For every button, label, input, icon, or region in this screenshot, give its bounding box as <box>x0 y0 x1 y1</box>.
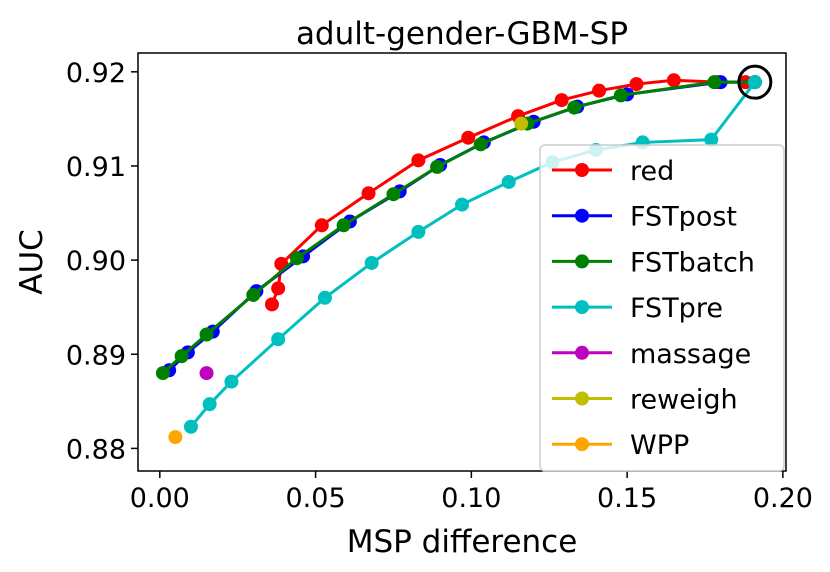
data-point-fstpre <box>224 374 239 389</box>
highlight-circle <box>737 64 773 100</box>
data-point-red <box>666 73 681 88</box>
data-point-fstpre <box>317 290 332 305</box>
y-tick-label: 0.89 <box>66 340 126 371</box>
legend-label-wpp: WPP <box>630 430 689 461</box>
data-point-fstbatch <box>199 327 214 342</box>
data-point-fstbatch <box>289 251 304 266</box>
data-point-fstbatch <box>246 287 261 302</box>
x-axis: 0.00 0.05 0.10 0.15 0.20 <box>130 471 813 514</box>
y-tick-label: 0.92 <box>66 58 126 89</box>
data-point-fstpre <box>501 174 516 189</box>
data-point-fstbatch <box>336 218 351 233</box>
legend-marker-massage <box>575 345 589 360</box>
legend-label-reweigh: reweigh <box>630 385 738 416</box>
y-axis: 0.88 0.89 0.90 0.91 0.92 <box>66 58 138 465</box>
data-point-red <box>264 297 279 312</box>
legend-marker-fstpre <box>575 300 589 315</box>
data-point-fstpre <box>704 132 719 147</box>
data-point-red <box>592 83 607 98</box>
data-point-fstbatch <box>707 75 722 90</box>
data-point-fstpre <box>202 397 217 412</box>
y-tick-label: 0.90 <box>66 246 126 277</box>
x-tick-label: 0.20 <box>753 483 813 514</box>
data-point-reweigh <box>514 116 529 131</box>
data-point-fstpre <box>364 255 379 270</box>
y-tick-label: 0.91 <box>66 152 126 183</box>
data-point-red <box>314 218 329 233</box>
series-wpp <box>168 430 183 445</box>
data-point-wpp <box>168 430 183 445</box>
data-point-fstbatch <box>430 159 445 174</box>
x-tick-label: 0.10 <box>441 483 501 514</box>
data-point-red <box>271 281 286 296</box>
legend-label-fstpre: FSTpre <box>630 293 723 324</box>
series-massage <box>199 366 214 381</box>
legend-marker-fstpost <box>575 208 589 223</box>
legend-marker-wpp <box>575 437 589 452</box>
series-line-fstbatch <box>161 80 755 375</box>
series-fstbatch <box>155 75 762 381</box>
plot-frame <box>137 52 787 472</box>
series-reweigh <box>514 116 529 131</box>
x-tick-label: 0.05 <box>286 483 346 514</box>
data-point-fstpre <box>271 332 286 347</box>
legend-marker-fstbatch <box>575 254 589 269</box>
chart-title: adult-gender-GBM-SP <box>296 16 628 52</box>
legend-label-red: red <box>630 156 674 187</box>
data-point-fstbatch <box>473 137 488 152</box>
series-line-fstpre <box>189 81 757 428</box>
legend-label-massage: massage <box>630 339 751 370</box>
legend-marker-red <box>575 163 589 177</box>
data-point-fstbatch <box>155 366 170 381</box>
x-axis-label: MSP difference <box>347 524 578 560</box>
data-point-red <box>461 130 476 145</box>
legend-label-fstbatch: FSTbatch <box>630 247 755 278</box>
data-point-red <box>411 153 426 168</box>
legend: red FSTpost FSTbatch FSTpre massage reweigh WP… <box>539 144 785 472</box>
x-tick-label: 0.15 <box>597 483 657 514</box>
data-point-fstpre <box>183 419 198 434</box>
data-point-fstbatch <box>613 88 628 103</box>
y-axis-label: AUC <box>14 229 50 295</box>
data-point-red <box>361 186 376 201</box>
legend-marker-reweigh <box>575 391 589 406</box>
data-point-red <box>629 77 644 92</box>
data-point-massage <box>199 366 214 381</box>
data-point-fstbatch <box>174 349 189 364</box>
y-tick-label: 0.88 <box>66 434 126 465</box>
data-point-fstbatch <box>567 100 582 115</box>
legend-box <box>539 144 785 472</box>
data-point-red <box>554 93 569 108</box>
series-red <box>264 73 762 312</box>
legend-label-fstpost: FSTpost <box>630 202 737 233</box>
data-point-fstpre <box>455 197 469 212</box>
data-point-fstpre <box>747 75 762 90</box>
data-point-fstbatch <box>386 187 401 202</box>
data-point-fstpre <box>411 224 426 239</box>
x-tick-label: 0.00 <box>130 483 190 514</box>
